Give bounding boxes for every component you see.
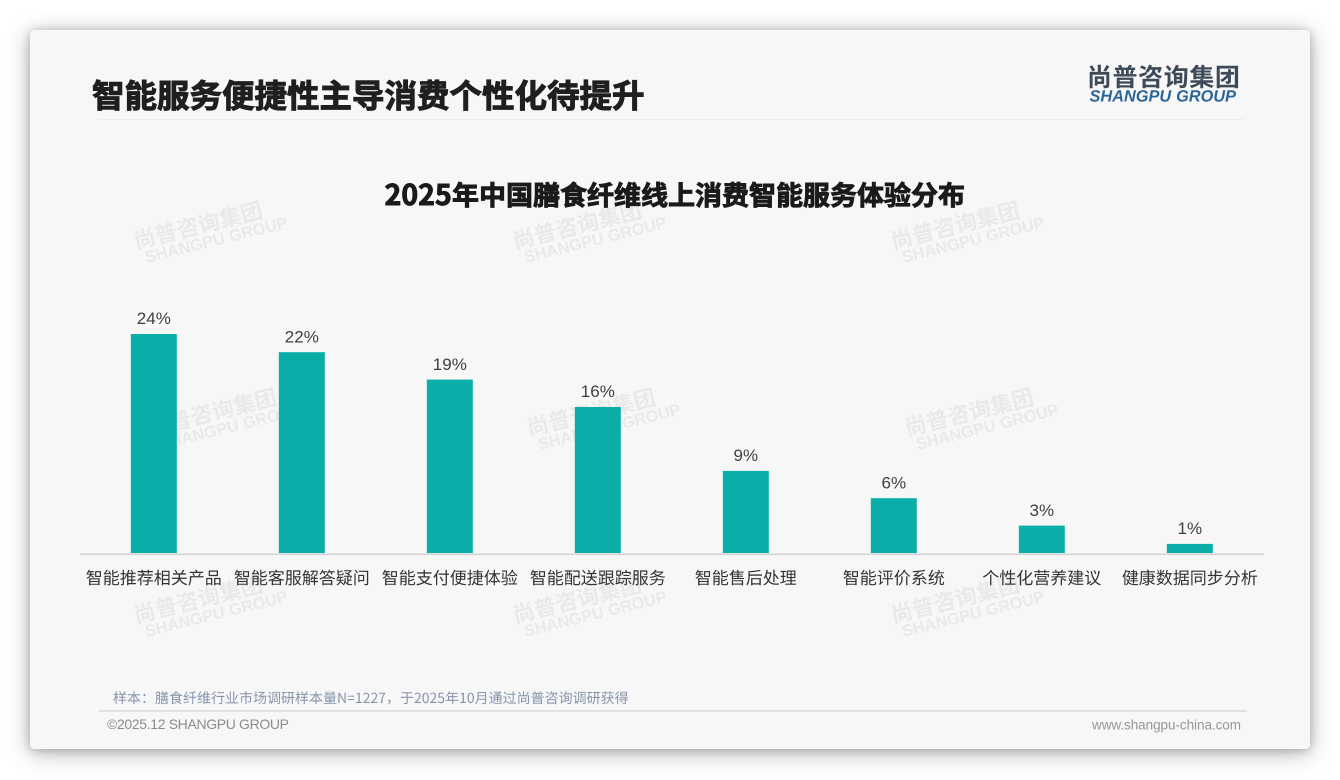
svg-text:24%: 24% bbox=[137, 309, 171, 328]
svg-text:1%: 1% bbox=[1178, 519, 1203, 538]
svg-text:16%: 16% bbox=[581, 382, 615, 401]
svg-text:22%: 22% bbox=[285, 327, 319, 346]
svg-text:19%: 19% bbox=[433, 355, 467, 374]
svg-text:©2025.12 SHANGPU GROUP: ©2025.12 SHANGPU GROUP bbox=[107, 716, 289, 732]
svg-text:9%: 9% bbox=[734, 446, 759, 465]
svg-text:6%: 6% bbox=[882, 473, 907, 492]
svg-text:www.shangpu-china.com: www.shangpu-china.com bbox=[1091, 718, 1241, 733]
svg-text:3%: 3% bbox=[1030, 501, 1055, 520]
